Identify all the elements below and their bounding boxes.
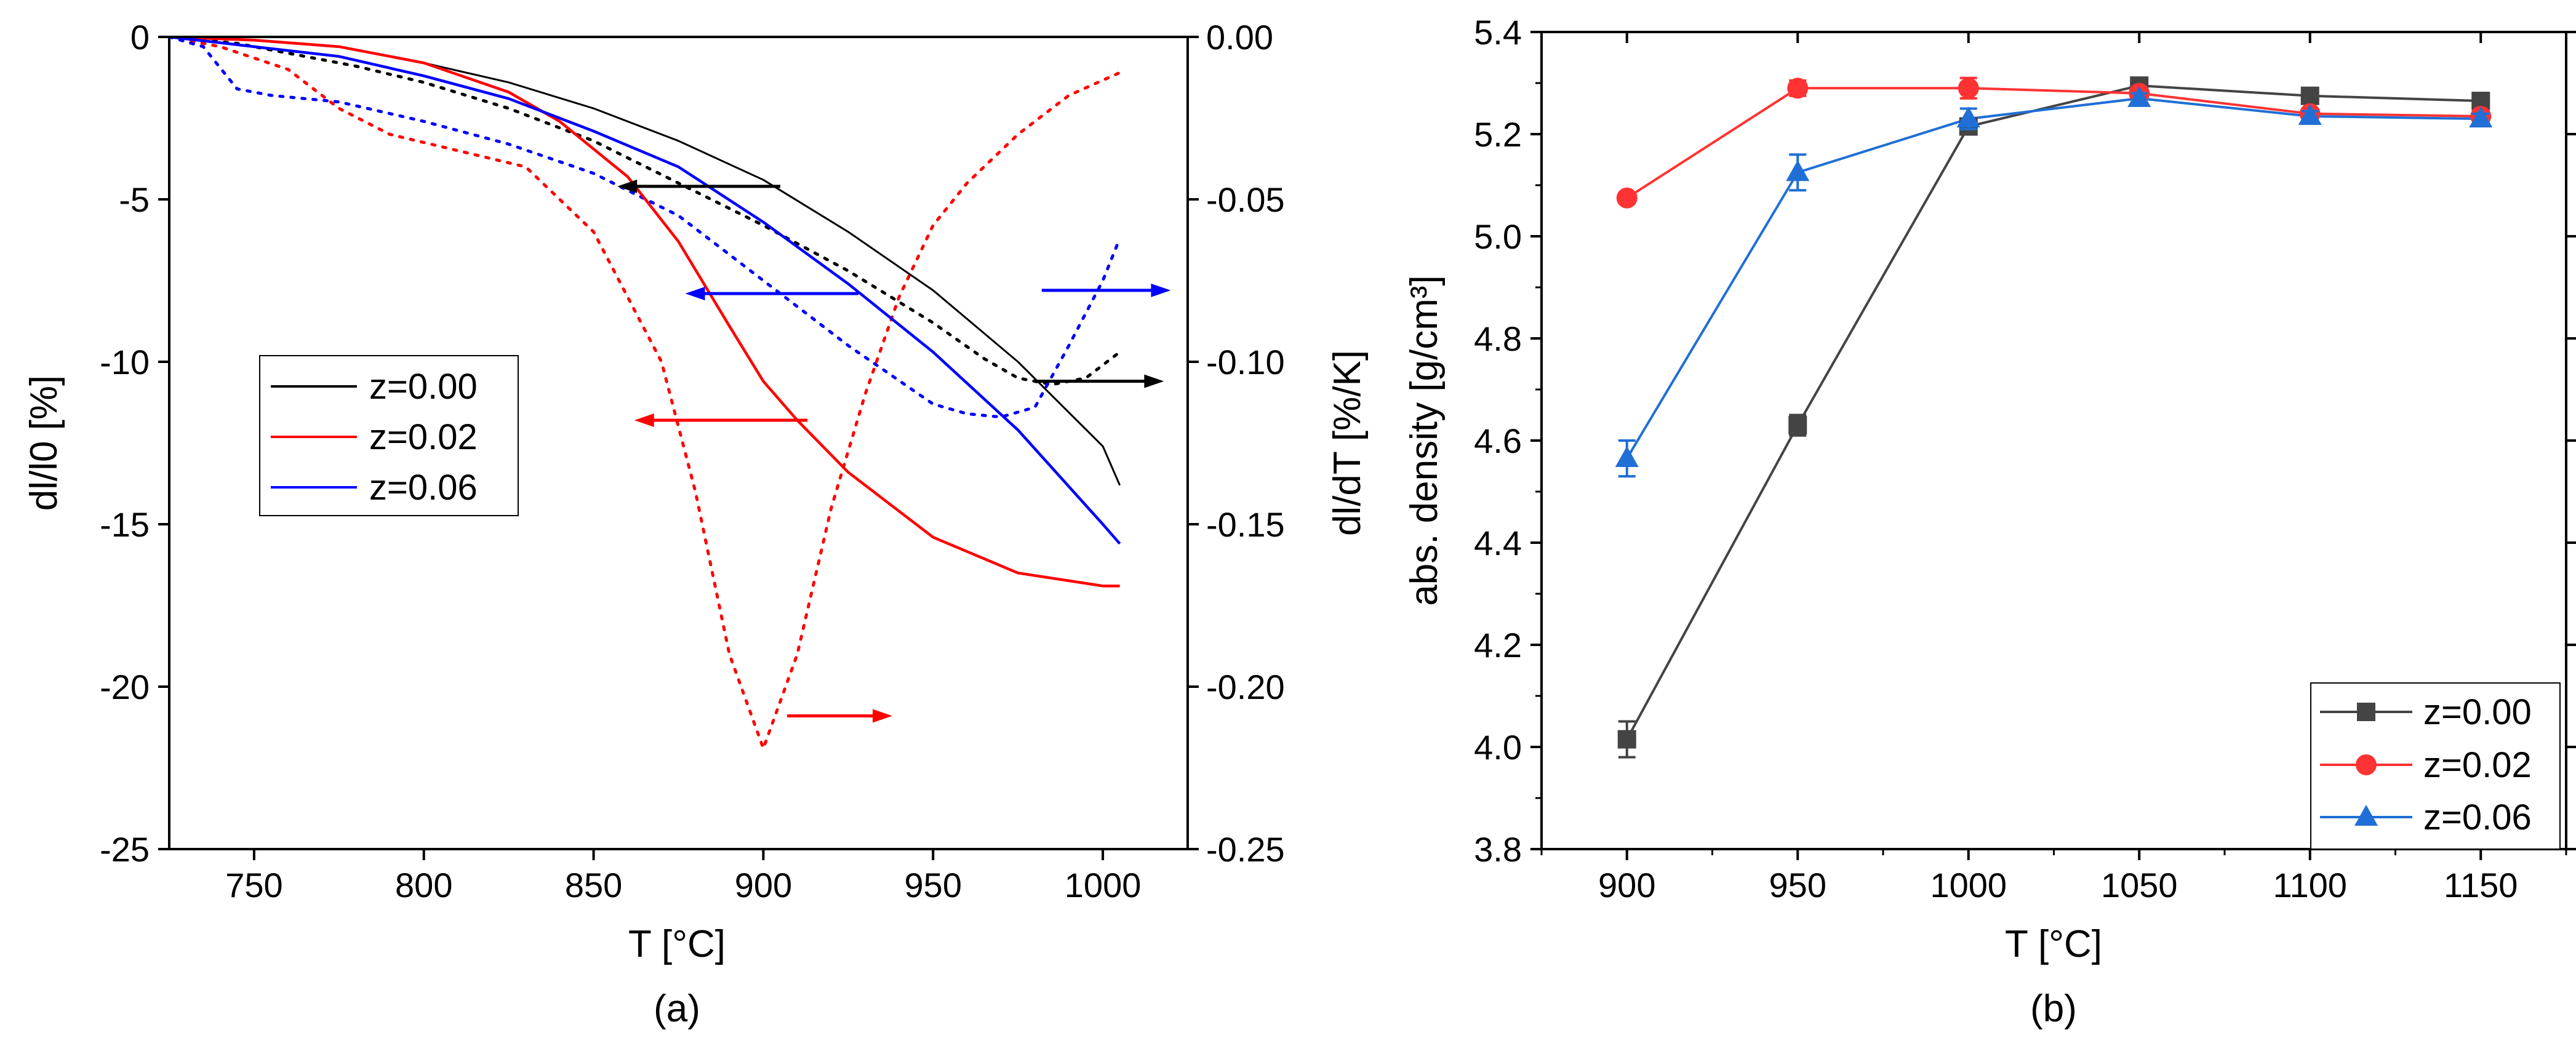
panel-a-chart: 750 800 850 900 950 1000 0 -5 -10 -15 -20 -25 0.00… bbox=[23, 18, 1369, 1030]
data-point-square bbox=[1788, 416, 1807, 435]
arrow-head-2 bbox=[634, 413, 654, 428]
data-point-triangle bbox=[1956, 106, 1980, 128]
panel-b-y-tick-label: 4.0 bbox=[1474, 728, 1522, 767]
panel-b-chart: 900 950 1000 1050 1100 1150 3.8 4.0 4.2 4.4 4.6 4.… bbox=[1403, 13, 2576, 1030]
density-series-line-1 bbox=[1626, 87, 2481, 199]
panel-a-x-tick-label: 1000 bbox=[1065, 866, 1142, 904]
data-point-triangle bbox=[2127, 86, 2151, 107]
panel-b-y-tick-label: 4.8 bbox=[1474, 319, 1522, 358]
data-point-circle bbox=[1787, 78, 1809, 99]
panel-b-x-tick-label: 1050 bbox=[2101, 866, 2178, 904]
panel-b-y-axis-label: abs. density [g/cm³] bbox=[1403, 275, 1446, 606]
panel-a-legend: z=0.00 z=0.02 z=0.06 bbox=[259, 355, 519, 516]
panel-b-x-tick-label: 950 bbox=[1769, 866, 1826, 904]
panel-a-x-tick-label: 800 bbox=[395, 866, 452, 904]
density-series-line-2 bbox=[1626, 97, 2481, 460]
legend-b-marker-square bbox=[2357, 703, 2375, 721]
panel-a-plot-frame bbox=[168, 36, 1189, 850]
panel-a-y2-tick-label: -0.05 bbox=[1206, 180, 1285, 219]
panel-b-y-tick-label: 4.2 bbox=[1474, 626, 1522, 665]
arrow-head-0 bbox=[617, 179, 638, 193]
panel-a-y2-tick-label: 0.00 bbox=[1206, 18, 1273, 57]
panel-a-y-tick-label: -5 bbox=[119, 180, 150, 219]
panel-a-y-tick-label: -20 bbox=[100, 668, 150, 706]
panel-a-y2-tick-label: -0.20 bbox=[1206, 668, 1285, 706]
data-point-triangle bbox=[1615, 446, 1639, 468]
panel-a-x-tick-label: 900 bbox=[735, 866, 792, 904]
data-point-triangle bbox=[2298, 103, 2322, 125]
legend-b-marker-circle bbox=[2356, 754, 2377, 775]
legend-label-z006: z=0.06 bbox=[369, 468, 478, 508]
data-point-circle bbox=[1616, 187, 1638, 209]
panel-a-y-tick-label: -25 bbox=[100, 830, 150, 869]
density-series-line-0 bbox=[1625, 84, 2481, 740]
panel-a-x-tick-label: 950 bbox=[905, 866, 962, 904]
arrow-head-3 bbox=[1144, 374, 1164, 388]
panel-b-x-tick-label: 1150 bbox=[2444, 866, 2518, 904]
rate-series-line-2 bbox=[169, 37, 1122, 419]
panel-b-x-tick-label: 900 bbox=[1598, 866, 1655, 904]
panel-b-y-tick-label: 5.4 bbox=[1474, 13, 1522, 52]
dl-series-line-1 bbox=[169, 37, 1120, 588]
legend-b-label-z000: z=0.00 bbox=[2423, 692, 2532, 732]
panel-b-legend: z=0.00 z=0.02 z=0.06 bbox=[2310, 682, 2561, 850]
data-point-triangle bbox=[1786, 160, 1810, 182]
panel-b-y-tick-label: 5.0 bbox=[1474, 217, 1522, 256]
panel-a-y2-tick-label: -0.10 bbox=[1206, 343, 1285, 381]
panel-a-y-tick-label: -15 bbox=[100, 505, 150, 544]
data-point-circle bbox=[1958, 78, 1979, 99]
legend-label-z000: z=0.00 bbox=[369, 367, 478, 407]
panel-b-y-tick-label: 4.4 bbox=[1474, 524, 1522, 562]
arrow-head-1 bbox=[685, 287, 705, 301]
panel-a-caption: (a) bbox=[654, 988, 700, 1030]
panel-a-y-axis-label-left: dl/l0 [%] bbox=[23, 375, 65, 511]
panel-a-y-tick-label: 0 bbox=[130, 18, 150, 57]
panel-a-y-tick-label: -10 bbox=[100, 343, 150, 381]
panel-a-y2-tick-label: -0.15 bbox=[1206, 505, 1285, 544]
panel-b-x-axis-label: T [°C] bbox=[2005, 923, 2102, 965]
dl-series-line-2 bbox=[169, 37, 1121, 545]
panel-a-x-tick-label: 850 bbox=[565, 866, 622, 904]
panel-b-y-tick-label: 5.2 bbox=[1474, 115, 1522, 154]
arrow-head-4 bbox=[1151, 283, 1171, 297]
data-point-square bbox=[2300, 86, 2319, 105]
panel-b-y-tick-label: 4.6 bbox=[1474, 421, 1522, 460]
legend-b-label-z006: z=0.06 bbox=[2423, 797, 2532, 837]
panel-a-x-axis-label: T [°C] bbox=[628, 923, 726, 965]
panel-a-y-axis-label-right: dl/dT [%/K] bbox=[1326, 350, 1369, 536]
legend-label-z002: z=0.02 bbox=[369, 417, 478, 457]
legend-b-label-z002: z=0.02 bbox=[2423, 745, 2532, 785]
arrow-head-5 bbox=[873, 709, 893, 723]
data-point-triangle bbox=[2469, 106, 2493, 128]
legend-b-marker-triangle bbox=[2354, 805, 2378, 826]
panel-b-caption: (b) bbox=[2030, 988, 2077, 1030]
data-point-square bbox=[1617, 730, 1636, 749]
rate-series-line-1 bbox=[169, 37, 1122, 753]
panel-b-x-tick-label: 1100 bbox=[2273, 866, 2347, 904]
panel-b-x-tick-label: 1000 bbox=[1930, 866, 2007, 904]
panel-a-y2-tick-label: -0.25 bbox=[1206, 830, 1285, 869]
panel-a-x-tick-label: 750 bbox=[225, 866, 282, 904]
panel-b-y-tick-label: 3.8 bbox=[1474, 830, 1522, 869]
